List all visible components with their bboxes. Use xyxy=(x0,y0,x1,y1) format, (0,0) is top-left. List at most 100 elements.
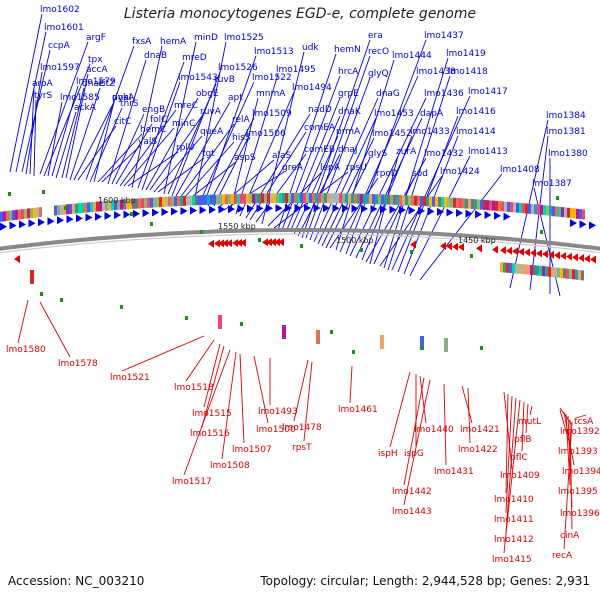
forward-leader xyxy=(255,153,307,223)
gene-band-segment xyxy=(162,196,165,207)
gene-band-segment xyxy=(117,199,120,210)
gene-band-segment xyxy=(252,193,255,204)
reverse-gene-label: lmo1442 xyxy=(392,487,432,497)
forward-gene-label: dnaI xyxy=(112,93,132,103)
gene-band-segment xyxy=(441,197,444,208)
forward-leader xyxy=(127,151,179,187)
gene-band-segment xyxy=(201,195,204,205)
rna-mark xyxy=(352,350,355,354)
gene-band-segment xyxy=(432,196,435,207)
gene-band-segment xyxy=(390,194,393,205)
reverse-gene-label: lmo1517 xyxy=(172,477,212,487)
reverse-leader xyxy=(521,401,525,452)
gene-band-segment xyxy=(420,196,423,206)
gene-band-segment xyxy=(6,210,9,221)
gene-band-segment xyxy=(177,196,180,207)
gene-band-segment xyxy=(303,193,306,203)
gene-band-segment xyxy=(545,266,548,277)
gene-band-segment xyxy=(576,208,579,219)
forward-arrow xyxy=(95,212,102,221)
gene-band-segment xyxy=(357,193,360,204)
forward-arrow xyxy=(465,209,473,218)
forward-arrow xyxy=(190,206,197,215)
forward-gene-label: folC xyxy=(150,115,167,125)
forward-leader xyxy=(115,123,153,185)
reverse-gene-label: lmo1431 xyxy=(434,467,474,477)
gene-band-segment xyxy=(273,193,276,204)
gene-band-segment xyxy=(525,203,528,214)
gene-band-segment xyxy=(339,193,342,204)
rna-mark xyxy=(360,248,363,252)
gene-band-segment xyxy=(240,193,243,204)
gene-band-segment xyxy=(533,265,536,276)
gene-band-segment xyxy=(315,193,318,203)
forward-gene-label: hisS xyxy=(232,133,251,143)
forward-leader xyxy=(207,117,255,207)
gene-band-segment xyxy=(515,263,518,274)
gene-band-segment xyxy=(12,210,15,221)
forward-gene-label: tyrS xyxy=(34,91,53,101)
rna-mark xyxy=(185,316,188,320)
reverse-arrow xyxy=(218,239,224,248)
forward-arrow xyxy=(285,204,292,213)
forward-gene-label: recO xyxy=(368,47,389,57)
gene-band-segment xyxy=(537,204,540,215)
gene-band-segment xyxy=(255,193,258,204)
gene-band-segment xyxy=(399,195,402,205)
gene-band-segment xyxy=(519,202,522,213)
reverse-arrow xyxy=(590,255,596,264)
gene-band-segment xyxy=(480,199,483,210)
forward-leader xyxy=(163,41,197,195)
gene-band-segment xyxy=(327,193,330,204)
reverse-leader xyxy=(563,421,573,550)
forward-leader xyxy=(119,109,177,187)
forward-arrow xyxy=(380,205,387,214)
forward-gene-label: comEB xyxy=(304,145,335,155)
gene-band-segment xyxy=(267,193,270,204)
forward-arrow xyxy=(475,210,482,219)
rna-mark xyxy=(130,212,133,216)
forward-leader xyxy=(73,101,115,181)
reverse-arrow xyxy=(512,247,518,256)
forward-arrow xyxy=(437,207,444,216)
genome-summary: Topology: circular; Length: 2,944,528 bp… xyxy=(260,574,590,588)
gene-band-segment xyxy=(483,199,486,210)
forward-gene-label: glyS xyxy=(368,149,388,159)
gene-band-segment xyxy=(456,198,459,208)
forward-gene-label: lmo1509 xyxy=(252,109,292,119)
gene-band-segment xyxy=(512,263,515,274)
reverse-leader xyxy=(443,383,447,466)
gene-band-segment xyxy=(324,193,327,204)
rna-mark xyxy=(420,346,423,350)
gene-band-segment xyxy=(309,193,312,203)
forward-leader xyxy=(317,117,377,245)
gene-band-segment xyxy=(57,205,60,216)
forward-arrow xyxy=(104,211,112,220)
reverse-leader xyxy=(39,301,71,358)
forward-arrow xyxy=(323,204,330,213)
forward-leader xyxy=(39,41,89,175)
gene-band-segment xyxy=(438,196,441,207)
gene-band-segment xyxy=(378,194,381,205)
rna-mark xyxy=(240,322,243,326)
reverse-gene-label: lmo1395 xyxy=(558,487,598,497)
reverse-gene-label: lmo1443 xyxy=(392,507,432,517)
gene-band-segment xyxy=(477,199,480,210)
gene-band-segment xyxy=(534,204,537,215)
gene-band-segment xyxy=(579,209,582,220)
reverse-leader xyxy=(303,361,313,442)
forward-leader xyxy=(387,75,451,271)
gene-band-segment xyxy=(264,193,267,204)
rna-mark xyxy=(300,244,303,248)
forward-arrow xyxy=(342,204,349,213)
reverse-gene-label: rpsT xyxy=(292,443,312,453)
gene-band-segment xyxy=(429,196,432,207)
forward-arrow xyxy=(313,204,321,213)
reverse-leader xyxy=(293,359,309,422)
rna-mark xyxy=(8,192,11,196)
forward-gene-label: apt xyxy=(228,93,243,103)
gene-band-segment xyxy=(69,204,72,215)
forward-gene-label: mreC xyxy=(174,101,198,111)
forward-gene-label: lmo1506 xyxy=(246,129,286,139)
gene-band-segment xyxy=(360,193,363,204)
